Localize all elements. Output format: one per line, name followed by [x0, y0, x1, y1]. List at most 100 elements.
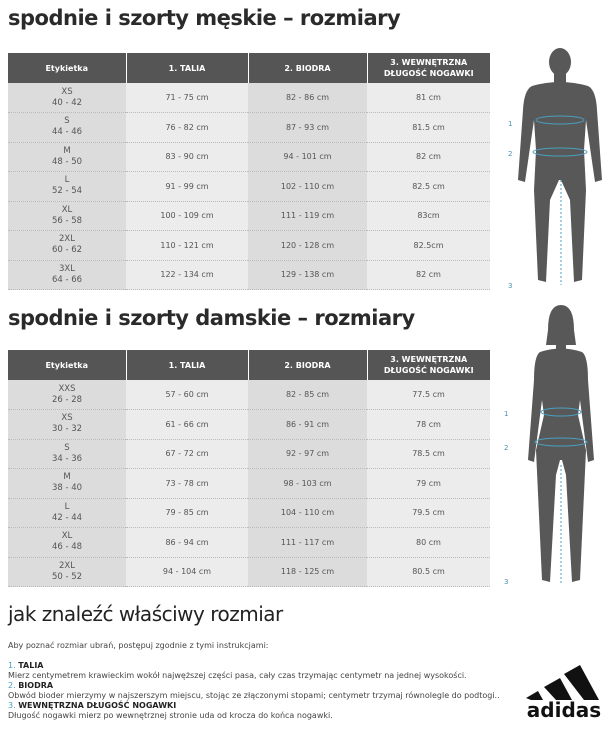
inseam-cell: 79 cm — [367, 468, 490, 499]
women-title: spodnie i szorty damskie – rozmiary — [8, 306, 415, 330]
label-1: 1 — [504, 410, 508, 418]
size-code: 2XL — [59, 560, 75, 571]
inseam-cell: 80 cm — [367, 527, 490, 558]
table-row: XL 46 - 48 86 - 94 cm 111 - 117 cm 80 cm — [8, 527, 490, 558]
guide-step: 1. TALIA Mierz centymetrem krawieckim wok… — [8, 661, 503, 681]
hips-cell: 92 - 97 cm — [248, 439, 367, 469]
inseam-cell: 81 cm — [367, 83, 490, 113]
step-name: BIODRA — [18, 681, 54, 690]
svg-text:adidas: adidas — [527, 698, 601, 720]
table-row: M 48 - 50 83 - 90 cm 94 - 101 cm 82 cm — [8, 142, 490, 172]
size-code: S — [64, 442, 70, 453]
size-label: L 42 - 44 — [8, 498, 126, 528]
step-name: TALIA — [18, 661, 44, 670]
table-row: S 34 - 36 67 - 72 cm 92 - 97 cm 78.5 cm — [8, 439, 490, 469]
step-name: WEWNĘTRZNA DŁUGOŚĆ NOGAWKI — [18, 701, 177, 710]
step-text: Mierz centymetrem krawieckim wokół najwę… — [8, 671, 467, 680]
size-label: XS 30 - 32 — [8, 409, 126, 440]
size-label: XL 56 - 58 — [8, 201, 126, 231]
table-row: L 52 - 54 91 - 99 cm 102 - 110 cm 82.5 cm — [8, 171, 490, 202]
label-1: 1 — [508, 120, 512, 128]
men-title: spodnie i szorty męskie – rozmiary — [8, 6, 401, 30]
size-eu: 60 - 62 — [51, 245, 83, 256]
waist-cell: 86 - 94 cm — [126, 527, 248, 558]
step-number: 1. — [8, 661, 16, 670]
size-label: 3XL 64 - 66 — [8, 260, 126, 290]
size-eu: 26 - 28 — [51, 394, 83, 405]
waist-cell: 100 - 109 cm — [126, 201, 248, 231]
col-label: Etykietka — [8, 350, 126, 380]
waist-cell: 73 - 78 cm — [126, 468, 248, 499]
table-header: Etykietka 1. TALIA 2. BIODRA 3. WEWNĘTRZ… — [8, 350, 490, 380]
inseam-cell: 81.5 cm — [367, 112, 490, 143]
inseam-cell: 82.5 cm — [367, 171, 490, 202]
col-inseam: 3. WEWNĘTRZNA DŁUGOŚĆ NOGAWKI — [366, 350, 490, 380]
table-row: S 44 - 46 76 - 82 cm 87 - 93 cm 81.5 cm — [8, 112, 490, 143]
guide-title: jak znaleźć właściwy rozmiar — [8, 602, 283, 626]
waist-cell: 110 - 121 cm — [126, 230, 248, 261]
col-hips: 2. BIODRA — [247, 350, 367, 380]
size-label: 2XL 60 - 62 — [8, 230, 126, 261]
hips-cell: 118 - 125 cm — [248, 557, 367, 587]
guide-step: 2. BIODRA Obwód bioder mierzymy w najszer… — [8, 681, 503, 701]
hips-cell: 87 - 93 cm — [248, 112, 367, 143]
size-code: M — [63, 145, 71, 156]
inseam-cell: 80.5 cm — [367, 557, 490, 587]
male-figure-image: 1 2 3 — [508, 48, 602, 290]
col-label: Etykietka — [8, 53, 126, 83]
waist-cell: 71 - 75 cm — [126, 83, 248, 113]
size-label: L 52 - 54 — [8, 171, 126, 202]
size-label: 2XL 50 - 52 — [8, 557, 126, 587]
hips-cell: 120 - 128 cm — [248, 230, 367, 261]
size-code: XXS — [58, 383, 76, 394]
size-code: M — [63, 472, 71, 483]
inseam-cell: 83cm — [367, 201, 490, 231]
size-code: L — [64, 501, 70, 512]
size-code: L — [64, 175, 70, 186]
label-3: 3 — [508, 282, 512, 290]
waist-cell: 57 - 60 cm — [126, 380, 248, 410]
adidas-logo: adidas — [526, 665, 601, 720]
size-code: XL — [61, 531, 73, 542]
waist-cell: 67 - 72 cm — [126, 439, 248, 469]
inseam-cell: 78 cm — [367, 409, 490, 440]
table-row: 2XL 60 - 62 110 - 121 cm 120 - 128 cm 82.… — [8, 230, 490, 261]
size-code: 2XL — [59, 234, 75, 245]
hips-cell: 82 - 85 cm — [248, 380, 367, 410]
inseam-cell: 82 cm — [367, 260, 490, 290]
men-size-table: Etykietka 1. TALIA 2. BIODRA 3. WEWNĘTRZ… — [8, 53, 490, 290]
size-code: S — [64, 116, 70, 127]
size-eu: 38 - 40 — [51, 483, 83, 494]
inseam-cell: 79.5 cm — [367, 498, 490, 528]
size-label: S 34 - 36 — [8, 439, 126, 469]
hips-cell: 94 - 101 cm — [248, 142, 367, 172]
size-label: S 44 - 46 — [8, 112, 126, 143]
col-hips: 2. BIODRA — [247, 53, 367, 83]
hips-cell: 98 - 103 cm — [248, 468, 367, 499]
size-eu: 42 - 44 — [51, 512, 83, 523]
female-figure-image: 1 2 3 — [504, 305, 594, 586]
col-waist: 1. TALIA — [125, 350, 248, 380]
waist-cell: 76 - 82 cm — [126, 112, 248, 143]
hips-cell: 129 - 138 cm — [248, 260, 367, 290]
guide-intro: Aby poznać rozmiar ubrań, postępuj zgodn… — [8, 641, 269, 650]
table-row: L 42 - 44 79 - 85 cm 104 - 110 cm 79.5 cm — [8, 498, 490, 528]
inseam-cell: 82.5cm — [367, 230, 490, 261]
col-waist: 1. TALIA — [125, 53, 248, 83]
size-eu: 46 - 48 — [51, 542, 83, 553]
size-eu: 44 - 46 — [51, 127, 83, 138]
size-code: XL — [61, 204, 73, 215]
step-number: 3. — [8, 701, 16, 710]
size-eu: 50 - 52 — [51, 571, 83, 582]
step-text: Długość nogawki mierz po wewnętrznej str… — [8, 711, 333, 720]
hips-cell: 104 - 110 cm — [248, 498, 367, 528]
waist-cell: 122 - 134 cm — [126, 260, 248, 290]
size-code: XS — [61, 413, 73, 424]
size-code: XS — [61, 86, 73, 97]
waist-cell: 94 - 104 cm — [126, 557, 248, 587]
table-row: XL 56 - 58 100 - 109 cm 111 - 119 cm 83cm — [8, 201, 490, 231]
guide-instructions: Aby poznać rozmiar ubrań, postępuj zgodn… — [8, 641, 503, 721]
size-eu: 52 - 54 — [51, 186, 83, 197]
women-size-table: Etykietka 1. TALIA 2. BIODRA 3. WEWNĘTRZ… — [8, 350, 490, 587]
size-eu: 56 - 58 — [51, 215, 83, 226]
